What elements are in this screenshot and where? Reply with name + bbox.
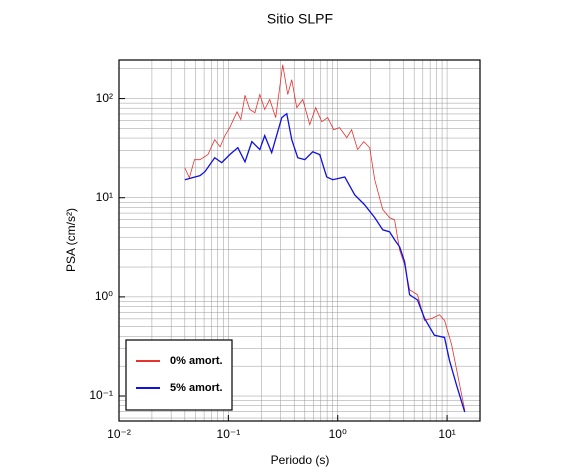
- y-tick-label: 10⁰: [95, 289, 113, 303]
- legend-label: 0% amort.: [170, 355, 223, 367]
- x-tick-label: 10⁻¹: [217, 427, 241, 441]
- chart-title: Sitio SLPF: [267, 11, 333, 27]
- y-tick-label: 10²: [96, 91, 113, 105]
- plot-frame: [118, 59, 481, 422]
- x-tick-label: 10⁻²: [107, 427, 131, 441]
- y-axis-label: PSA (cm/s²): [64, 208, 78, 272]
- legend-box: [125, 339, 233, 411]
- y-tick-label: 10¹: [96, 190, 113, 204]
- series-line: [184, 112, 466, 413]
- series-line: [184, 64, 466, 411]
- x-tick-label: 10¹: [438, 427, 455, 441]
- legend-label: 5% amort.: [170, 382, 223, 394]
- y-tick-label: 10⁻¹: [89, 388, 113, 402]
- x-tick-label: 10⁰: [329, 427, 347, 441]
- x-axis-label: Periodo (s): [271, 453, 330, 467]
